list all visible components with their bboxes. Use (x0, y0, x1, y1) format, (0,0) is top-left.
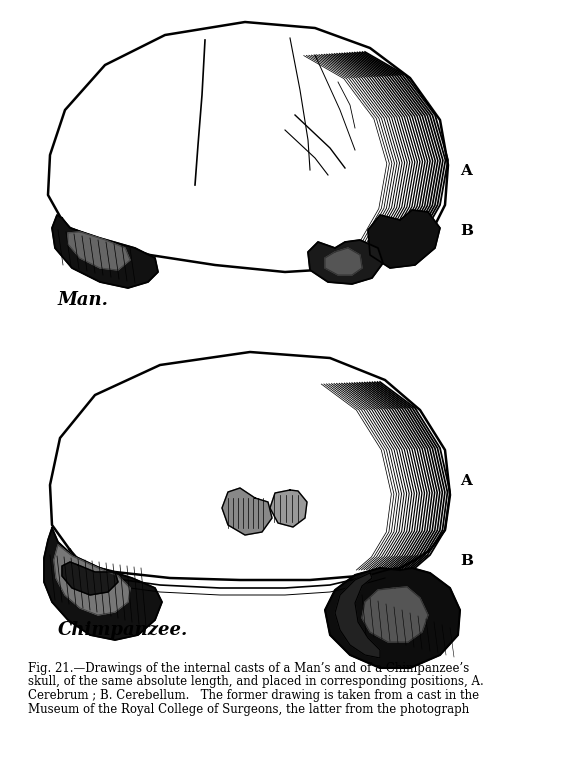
Polygon shape (335, 573, 380, 658)
Text: A: A (460, 164, 472, 178)
Polygon shape (68, 232, 130, 270)
Polygon shape (44, 528, 162, 640)
Polygon shape (222, 488, 272, 535)
Text: Chimpanzee.: Chimpanzee. (58, 621, 188, 639)
Text: A: A (460, 474, 472, 488)
Polygon shape (52, 215, 158, 288)
Polygon shape (270, 490, 307, 527)
Text: B: B (460, 224, 473, 238)
Text: Man.: Man. (58, 291, 109, 309)
Text: skull, of the same absolute length, and placed in corresponding positions, A.: skull, of the same absolute length, and … (28, 676, 484, 689)
Text: Fig. 21.—Drawings of the internal casts of a Man’s and of a Chimpanzee’s: Fig. 21.—Drawings of the internal casts … (28, 662, 469, 675)
Polygon shape (50, 352, 450, 580)
Text: Museum of the Royal College of Surgeons, the latter from the photograph: Museum of the Royal College of Surgeons,… (28, 703, 469, 716)
Polygon shape (308, 240, 383, 284)
Polygon shape (368, 210, 440, 268)
Polygon shape (362, 587, 428, 642)
Polygon shape (48, 22, 448, 272)
Text: Cerebrum ; B. Cerebellum.   The former drawing is taken from a cast in the: Cerebrum ; B. Cerebellum. The former dra… (28, 689, 479, 702)
Polygon shape (325, 248, 362, 275)
Polygon shape (62, 562, 118, 595)
Polygon shape (54, 545, 130, 615)
Text: B: B (460, 554, 473, 568)
Polygon shape (325, 568, 460, 668)
